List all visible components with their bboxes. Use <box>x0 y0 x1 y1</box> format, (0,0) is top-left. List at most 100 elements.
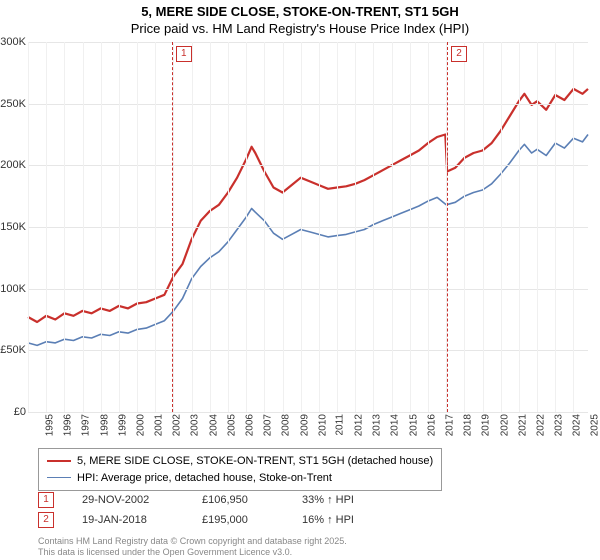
x-tick-label: 2023 <box>553 414 564 436</box>
x-gridline <box>246 42 247 412</box>
x-gridline <box>373 42 374 412</box>
event-badge-1: 1 <box>38 492 54 508</box>
y-tick-label: £50K <box>0 344 28 356</box>
footer-line-1: Contains HM Land Registry data © Crown c… <box>38 536 347 547</box>
x-tick-label: 2012 <box>353 414 364 436</box>
x-gridline <box>192 42 193 412</box>
x-gridline <box>519 42 520 412</box>
y-gridline <box>28 227 588 228</box>
event-price-2: £195,000 <box>202 514 274 526</box>
x-gridline <box>173 42 174 412</box>
x-gridline <box>28 42 29 412</box>
x-gridline <box>501 42 502 412</box>
x-gridline <box>537 42 538 412</box>
x-tick-label: 2013 <box>372 414 383 436</box>
x-gridline <box>228 42 229 412</box>
x-gridline <box>428 42 429 412</box>
x-tick-label: 1995 <box>44 414 55 436</box>
x-tick-label: 2022 <box>535 414 546 436</box>
footer-attribution: Contains HM Land Registry data © Crown c… <box>38 536 347 558</box>
event-marker-badge: 2 <box>451 46 467 62</box>
y-gridline <box>28 289 588 290</box>
x-tick-label: 2000 <box>135 414 146 436</box>
chart-plot-area: £0£50K£100K£150K£200K£250K£300K199519961… <box>28 42 588 413</box>
x-tick-label: 2002 <box>172 414 183 436</box>
legend-item-hpi: HPI: Average price, detached house, Stok… <box>47 470 433 487</box>
x-tick-label: 2015 <box>408 414 419 436</box>
event-date-2: 19-JAN-2018 <box>82 514 174 526</box>
x-tick-label: 2007 <box>262 414 273 436</box>
x-tick-label: 2006 <box>244 414 255 436</box>
event-row-2: 2 19-JAN-2018 £195,000 16% ↑ HPI <box>38 512 382 528</box>
legend: 5, MERE SIDE CLOSE, STOKE-ON-TRENT, ST1 … <box>38 448 442 491</box>
legend-label-hpi: HPI: Average price, detached house, Stok… <box>77 470 332 487</box>
chart-title: 5, MERE SIDE CLOSE, STOKE-ON-TRENT, ST1 … <box>0 0 600 38</box>
x-gridline <box>483 42 484 412</box>
x-tick-label: 2019 <box>481 414 492 436</box>
event-line <box>172 42 173 412</box>
y-tick-label: £200K <box>0 159 28 171</box>
y-tick-label: £300K <box>0 36 28 48</box>
x-tick-label: 2016 <box>426 414 437 436</box>
x-gridline <box>155 42 156 412</box>
footer-line-2: This data is licensed under the Open Gov… <box>38 547 347 558</box>
y-tick-label: £150K <box>0 221 28 233</box>
x-tick-label: 2001 <box>153 414 164 436</box>
x-gridline <box>319 42 320 412</box>
x-gridline <box>392 42 393 412</box>
x-tick-label: 2020 <box>499 414 510 436</box>
x-gridline <box>46 42 47 412</box>
y-tick-label: £100K <box>0 283 28 295</box>
x-tick-label: 1996 <box>62 414 73 436</box>
x-tick-label: 2025 <box>590 414 600 436</box>
x-gridline <box>64 42 65 412</box>
legend-label-price-paid: 5, MERE SIDE CLOSE, STOKE-ON-TRENT, ST1 … <box>77 453 433 470</box>
x-tick-label: 2009 <box>299 414 310 436</box>
x-gridline <box>83 42 84 412</box>
x-tick-label: 2017 <box>444 414 455 436</box>
title-line-1: 5, MERE SIDE CLOSE, STOKE-ON-TRENT, ST1 … <box>0 4 600 21</box>
event-marker-badge: 1 <box>176 46 192 62</box>
x-gridline <box>210 42 211 412</box>
x-gridline <box>301 42 302 412</box>
event-badge-2: 2 <box>38 512 54 528</box>
event-pct-2: 16% ↑ HPI <box>302 514 382 526</box>
x-tick-label: 2014 <box>390 414 401 436</box>
title-line-2: Price paid vs. HM Land Registry's House … <box>0 21 600 38</box>
event-line <box>447 42 448 412</box>
y-tick-label: £0 <box>14 406 28 418</box>
event-price-1: £106,950 <box>202 494 274 506</box>
x-tick-label: 2003 <box>190 414 201 436</box>
x-tick-label: 2005 <box>226 414 237 436</box>
x-tick-label: 2010 <box>317 414 328 436</box>
x-tick-label: 2008 <box>281 414 292 436</box>
x-gridline <box>337 42 338 412</box>
x-gridline <box>283 42 284 412</box>
y-gridline <box>28 104 588 105</box>
x-tick-label: 2024 <box>572 414 583 436</box>
event-pct-1: 33% ↑ HPI <box>302 494 382 506</box>
y-gridline <box>28 350 588 351</box>
x-tick-label: 2018 <box>462 414 473 436</box>
x-tick-label: 2011 <box>334 414 345 436</box>
event-date-1: 29-NOV-2002 <box>82 494 174 506</box>
x-tick-label: 1997 <box>81 414 92 436</box>
legend-swatch-price-paid <box>47 460 71 462</box>
legend-item-price-paid: 5, MERE SIDE CLOSE, STOKE-ON-TRENT, ST1 … <box>47 453 433 470</box>
x-gridline <box>264 42 265 412</box>
legend-swatch-hpi <box>47 477 71 478</box>
x-gridline <box>464 42 465 412</box>
x-tick-label: 1999 <box>117 414 128 436</box>
x-gridline <box>101 42 102 412</box>
series-line-price_paid <box>28 89 588 322</box>
y-gridline <box>28 42 588 43</box>
events-table: 1 29-NOV-2002 £106,950 33% ↑ HPI 2 19-JA… <box>38 492 382 532</box>
x-tick-label: 2004 <box>208 414 219 436</box>
y-gridline <box>28 165 588 166</box>
x-gridline <box>137 42 138 412</box>
x-gridline <box>119 42 120 412</box>
x-tick-label: 2021 <box>517 414 528 436</box>
y-tick-label: £250K <box>0 98 28 110</box>
x-gridline <box>355 42 356 412</box>
x-gridline <box>555 42 556 412</box>
